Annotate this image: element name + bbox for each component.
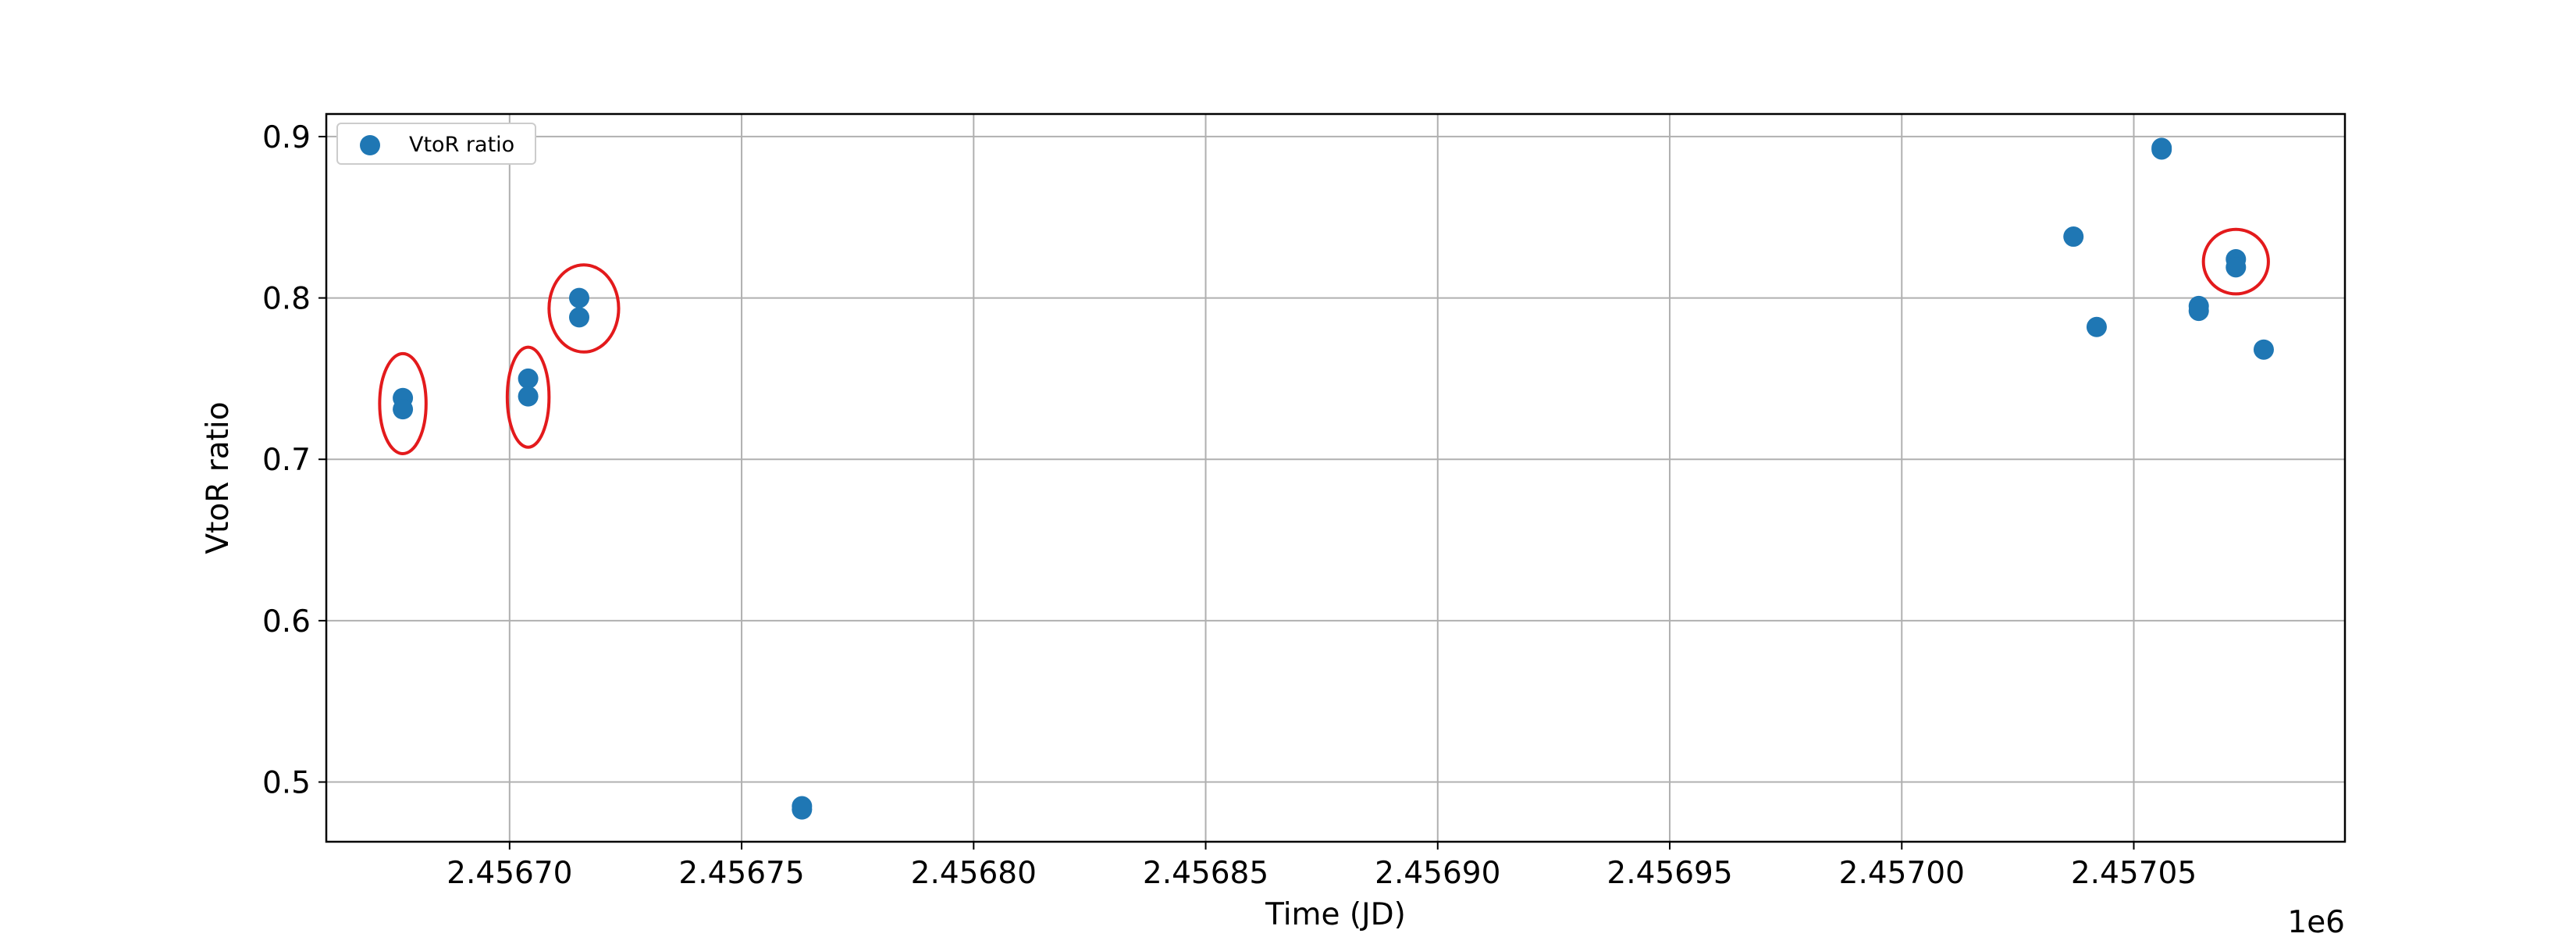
legend-label: VtoR ratio [409,133,514,157]
axis-ticks: 2.45670 2.45675 2.45680 2.45685 2.45690 2.456… [262,120,2197,891]
data-point [2086,316,2107,337]
highlight-ellipse [547,263,621,354]
data-point [393,399,414,420]
x-tick-label: 2.45685 [1143,856,1268,891]
x-tick-label: 2.45695 [1606,856,1732,891]
data-point [2253,339,2274,360]
data-point [2063,226,2084,248]
highlight-ellipse [505,345,551,449]
highlight-ellipse [378,351,428,456]
x-tick-label: 2.45675 [678,856,804,891]
highlight-ellipses [378,227,2270,456]
legend-box [336,123,536,165]
data-points [393,137,2274,820]
y-axis-label: VtoR ratio [201,401,236,554]
data-point [568,287,589,308]
data-point [518,368,539,389]
data-point [2226,257,2247,278]
data-point [568,307,589,328]
grid-lines [326,114,2345,842]
x-tick-label: 2.45690 [1375,856,1500,891]
x-tick-label: 2.45680 [911,856,1037,891]
legend-marker [360,135,380,155]
x-tick-label: 2.45700 [1839,856,1965,891]
y-tick-label: 0.8 [262,282,311,317]
x-tick-label: 2.45705 [2071,856,2197,891]
legend: VtoR ratio [336,123,536,165]
plot-area [325,112,2347,843]
data-point [792,799,813,820]
y-tick-label: 0.9 [262,120,311,155]
data-point [518,386,539,407]
y-tick-label: 0.7 [262,443,311,478]
highlight-ellipse [2201,227,2270,296]
y-tick-label: 0.5 [262,766,311,801]
data-point [2151,139,2172,160]
y-tick-label: 0.6 [262,604,311,640]
x-tick-label: 2.45670 [447,856,572,891]
data-point [2188,301,2209,322]
x-axis-label: Time (JD) [1265,897,1406,932]
x-axis-offset-label: 1e6 [2287,905,2345,937]
